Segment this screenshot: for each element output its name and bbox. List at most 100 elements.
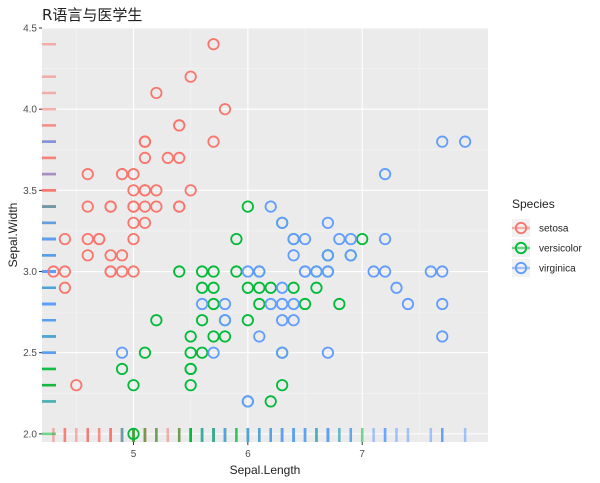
data-point-versicolor xyxy=(196,265,209,278)
y-tick-label: 4.5 xyxy=(23,24,37,35)
y-tick-label: 3.0 xyxy=(23,267,37,278)
data-point-versicolor xyxy=(241,200,254,213)
data-point-setosa xyxy=(138,184,152,197)
data-point-setosa xyxy=(173,151,186,164)
data-point-versicolor xyxy=(173,265,186,278)
legend-key-versicolor xyxy=(514,241,528,255)
data-point-virginica xyxy=(287,297,300,311)
data-point-virginica xyxy=(241,395,254,408)
data-point-versicolor xyxy=(253,281,266,294)
legend-key-virginica xyxy=(514,261,528,275)
data-point-setosa xyxy=(150,86,163,100)
data-point-virginica xyxy=(321,265,334,278)
data-point-virginica xyxy=(253,265,266,278)
data-point-setosa xyxy=(127,216,140,229)
x-tick-label: 7 xyxy=(359,449,365,460)
legend: Species setosa versicolor virginica xyxy=(512,197,582,277)
data-point-versicolor xyxy=(207,281,220,294)
data-point-virginica xyxy=(390,281,403,294)
x-tick-label: 5 xyxy=(131,449,137,460)
data-point-versicolor xyxy=(253,297,266,311)
data-point-setosa xyxy=(58,281,71,294)
data-point-versicolor xyxy=(196,314,209,327)
data-point-virginica xyxy=(287,232,300,246)
data-point-virginica xyxy=(344,249,357,262)
data-point-versicolor xyxy=(207,297,220,311)
data-point-virginica xyxy=(333,232,346,246)
data-point-setosa xyxy=(58,265,71,278)
gridlines xyxy=(42,27,488,442)
data-point-setosa xyxy=(127,265,140,278)
data-point-setosa xyxy=(184,70,197,83)
data-point-versicolor xyxy=(298,297,312,311)
data-point-setosa xyxy=(184,184,197,197)
data-point-versicolor xyxy=(310,281,323,294)
data-point-versicolor xyxy=(127,379,140,392)
data-point-setosa xyxy=(127,168,140,181)
data-point-virginica xyxy=(276,314,289,327)
data-point-setosa xyxy=(104,265,117,278)
data-point-virginica xyxy=(196,297,209,311)
rug-marks xyxy=(42,42,467,442)
data-point-versicolor xyxy=(127,427,140,440)
data-point-setosa xyxy=(70,379,83,392)
data-point-setosa xyxy=(150,200,163,213)
data-point-setosa xyxy=(58,232,71,246)
data-point-setosa xyxy=(127,232,140,246)
data-point-virginica xyxy=(253,330,266,343)
data-point-setosa xyxy=(93,232,106,246)
data-point-virginica xyxy=(401,297,415,311)
data-point-virginica xyxy=(436,330,449,343)
data-point-setosa xyxy=(81,249,94,262)
data-point-setosa xyxy=(104,249,117,262)
data-point-setosa xyxy=(47,265,60,278)
data-point-virginica xyxy=(287,249,300,262)
legend-label: setosa xyxy=(539,224,569,235)
data-point-virginica xyxy=(436,297,449,311)
x-axis: 5 6 7 xyxy=(131,442,365,460)
data-point-versicolor xyxy=(287,281,300,294)
data-point-setosa xyxy=(207,135,220,148)
data-point-setosa xyxy=(138,200,152,213)
data-point-versicolor xyxy=(264,281,277,294)
data-point-setosa xyxy=(127,184,140,197)
data-point-virginica xyxy=(321,249,334,262)
data-point-virginica xyxy=(276,281,289,294)
legend-label: virginica xyxy=(539,264,576,275)
data-point-versicolor xyxy=(196,281,209,294)
data-point-virginica xyxy=(218,314,232,327)
data-point-virginica xyxy=(459,135,472,148)
legend-label: versicolor xyxy=(539,244,582,255)
data-point-virginica xyxy=(264,200,277,213)
data-point-virginica xyxy=(424,265,437,278)
data-point-versicolor xyxy=(218,330,232,343)
data-point-versicolor xyxy=(230,232,243,246)
data-point-setosa xyxy=(81,168,94,181)
plot-panel xyxy=(42,28,488,442)
x-axis-title: Sepal.Length xyxy=(230,463,301,477)
data-point-setosa xyxy=(138,151,152,164)
data-point-versicolor xyxy=(333,297,346,311)
data-point-versicolor xyxy=(241,281,254,294)
y-tick-label: 2.0 xyxy=(23,429,37,440)
data-point-virginica xyxy=(310,265,323,278)
data-point-virginica xyxy=(276,297,289,311)
data-point-versicolor xyxy=(241,314,254,327)
data-point-versicolor xyxy=(184,330,197,343)
data-point-setosa xyxy=(161,151,174,164)
data-point-setosa xyxy=(138,216,152,229)
data-point-setosa xyxy=(218,103,232,116)
data-point-virginica xyxy=(207,346,220,359)
y-tick-label: 2.5 xyxy=(23,348,37,359)
legend-key-setosa xyxy=(514,221,528,235)
data-point-virginica xyxy=(321,346,334,359)
data-point-virginica xyxy=(264,297,277,311)
data-point-virginica xyxy=(367,265,380,278)
data-point-setosa xyxy=(81,200,94,213)
data-point-versicolor xyxy=(150,314,163,327)
data-point-setosa xyxy=(150,184,163,197)
data-point-versicolor xyxy=(207,265,220,278)
data-point-setosa xyxy=(115,249,129,262)
data-point-setosa xyxy=(127,200,140,213)
